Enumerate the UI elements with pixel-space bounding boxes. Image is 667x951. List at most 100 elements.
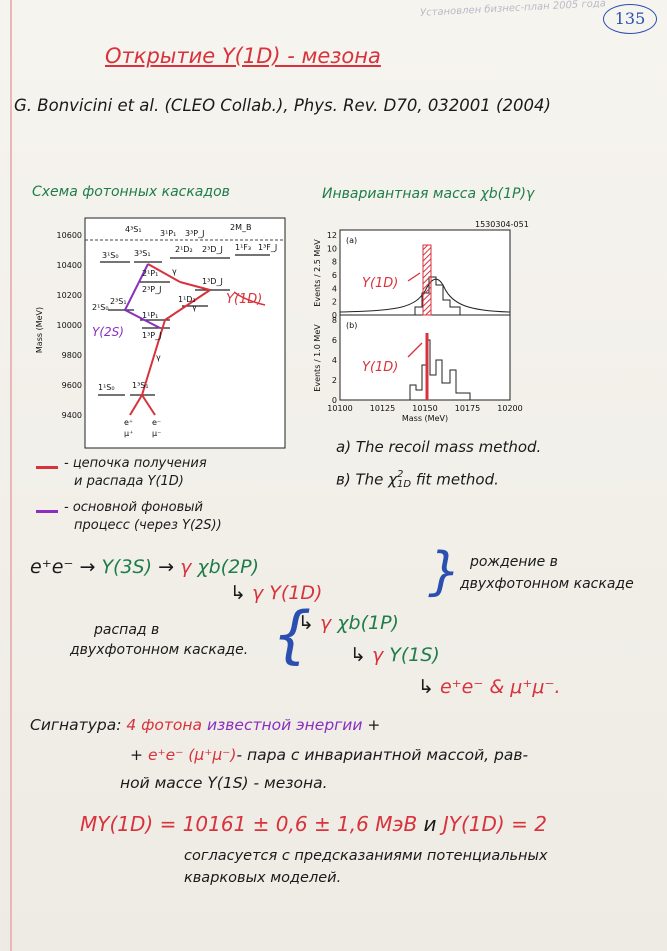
chain-hook-4: ↳ [418, 676, 434, 698]
state-1P1: 1¹P₁ [142, 311, 158, 320]
chain-chi2p: χb(2P) [197, 556, 260, 578]
result-mass-symbol: MΥ(1D) [80, 812, 154, 836]
chain-line1: e⁺e⁻ → Υ(3S) → γ χb(2P) [30, 556, 259, 578]
chain-ee: e⁺e⁻ [30, 556, 74, 578]
signature-photons: 4 фотона [126, 716, 203, 734]
chain-birth-1: рождение в [470, 554, 558, 570]
chain-line4: ↳ γ Υ(1S) [350, 644, 440, 666]
mass-xtick-3: 10175 [455, 404, 480, 413]
chain-u3s: Υ(3S) [101, 556, 153, 578]
chain-decay-2: двухфотонном каскаде. [70, 642, 249, 658]
method-b: в) The χ 2 1D fit method. [336, 470, 499, 490]
final-mu-minus: μ⁻ [152, 429, 161, 438]
page-number-text: 135 [614, 9, 646, 28]
mass-xtick-0: 10100 [327, 404, 352, 413]
level-ytick-6: 9400 [62, 411, 82, 420]
chain-gamma-3: γ [319, 612, 332, 634]
mass-ytick-a-0: 0 [332, 311, 337, 320]
legend-purple-swatch [36, 510, 58, 513]
level-diagram-frame [84, 217, 286, 449]
chain-line2: ↳ γ Υ(1D) [230, 582, 322, 604]
chain-u1s: Υ(1S) [389, 644, 440, 666]
panel-b-histogram [409, 339, 471, 400]
signature-line2-plus: + [130, 746, 143, 764]
result-line: MΥ(1D) = 10161 ± 0,6 ± 1,6 МэВ и JΥ(1D) … [80, 812, 547, 836]
legend-red-line2: и распада Υ(1D) [74, 474, 184, 489]
panel-a-signal-band [422, 244, 432, 316]
signature-line2: + e⁺e⁻ (μ⁺μ⁻)- пара с инвариантной массо… [130, 746, 528, 764]
chain-line5: ↳ e⁺e⁻ & μ⁺μ⁻. [418, 676, 561, 698]
page-number: 135 [603, 4, 657, 34]
chain-gamma-2: γ [251, 582, 264, 604]
chain-chi1p: χb(1P) [337, 612, 399, 634]
chain-hook-2: ↳ [298, 612, 314, 634]
method-b-sup: 2 [397, 469, 404, 480]
state-2S0: 2¹S₀ [92, 303, 109, 312]
signature-line3: ной массе Υ(1S) - мезона. [120, 774, 328, 792]
level-ytick-3: 10000 [57, 321, 82, 330]
result-and: и [423, 812, 437, 836]
mass-ytick-b-2: 4 [332, 356, 337, 365]
signature-line1: Сигнатура: 4 фотона известной энергии + [30, 716, 380, 734]
mass-ytick-b-3: 6 [332, 336, 337, 345]
state-2PJ: 2³P_J [142, 285, 161, 294]
state-3S1: 3³S₁ [134, 249, 151, 258]
state-4S1: 4³S₁ [125, 225, 142, 234]
mass-ytick-a-1: 2 [332, 298, 337, 307]
mass-xtick-4: 10200 [497, 404, 522, 413]
mass-ytick-a-6: 12 [327, 231, 337, 240]
chain-arrow-2: → [158, 556, 175, 578]
mass-plot-id: 1530304-051 [475, 220, 529, 229]
state-3P1: 3¹P₁ [160, 229, 176, 238]
result-mass-value: = 10161 ± 0,6 ± 1,6 МэВ [159, 812, 418, 836]
chain-hook-1: ↳ [230, 582, 246, 604]
state-2S1: 2³S₁ [110, 297, 127, 306]
state-1PJ: 1³P_J [142, 331, 161, 340]
mass-ytick-a-3: 6 [332, 271, 337, 280]
signature-line2-rest: - пара с инвариантной массой, рав- [236, 746, 529, 764]
chain-gamma-1: γ [180, 556, 192, 578]
mass-ytick-b-4: 8 [332, 316, 337, 325]
plot-ann-a: Υ(1D) [362, 276, 398, 291]
chain-u1d: Υ(1D) [269, 582, 323, 604]
chain-birth-2: двухфотонном каскаде [460, 576, 634, 592]
method-a: a) The recoil mass method. [336, 438, 542, 456]
level-diagram: 10600 10400 10200 10000 9800 9600 9400 Mass (M… [35, 217, 286, 449]
final-e-minus: e⁻ [152, 418, 161, 427]
level-y-label: Mass (MeV) [35, 307, 44, 353]
panel-a-histogram [414, 276, 461, 315]
mass-xtick-2: 10150 [412, 404, 437, 413]
chain-arrow-1: → [79, 556, 96, 578]
result-j-value: = 2 [511, 812, 547, 836]
signature-label: Сигнатура: [30, 716, 122, 734]
gamma-label-3: γ [156, 353, 161, 362]
panel-b-frame [339, 314, 511, 401]
result-j-symbol: JΥ(1D) [442, 812, 505, 836]
page-title: Открытие Υ(1D) - мезона [105, 44, 381, 68]
state-1DJ: 1³D_J [202, 277, 223, 286]
signature-plus: + [367, 716, 381, 734]
signature-known: известной энергии [206, 716, 363, 734]
mass-ytick-b-1: 2 [332, 376, 337, 385]
signature-pair: e⁺e⁻ (μ⁺μ⁻) [147, 746, 237, 764]
mass-xtick-1: 10125 [370, 404, 395, 413]
state-1D2: 1¹D₂ [178, 295, 196, 304]
brace-decay: { [272, 598, 312, 671]
panel-b-label: (b) [346, 321, 357, 330]
chain-gamma-4: γ [371, 644, 384, 666]
legend-purple-line2: процесс (через Υ(2S)) [74, 518, 222, 533]
level-ytick-1: 10400 [57, 261, 82, 270]
mass-ytick-a-2: 4 [332, 284, 337, 293]
final-e-plus: e⁺ [124, 418, 133, 427]
state-2P1: 2¹P₁ [142, 269, 158, 278]
plot-ann-b: Υ(1D) [362, 360, 398, 375]
state-1F3: 1¹F₃ [235, 243, 251, 252]
mass-ytick-a-5: 10 [327, 244, 337, 253]
method-b-sub: 1D [397, 479, 412, 490]
state-2D2: 2¹D₂ [175, 245, 193, 254]
brace-birth: } [428, 542, 462, 602]
level-ann-1d: Υ(1D) [226, 292, 262, 307]
mass-plot: 1530304-051 (a) (b) Events / 2.5 MeV Eve… [313, 220, 529, 423]
state-1S0: 1¹S₀ [98, 383, 115, 392]
